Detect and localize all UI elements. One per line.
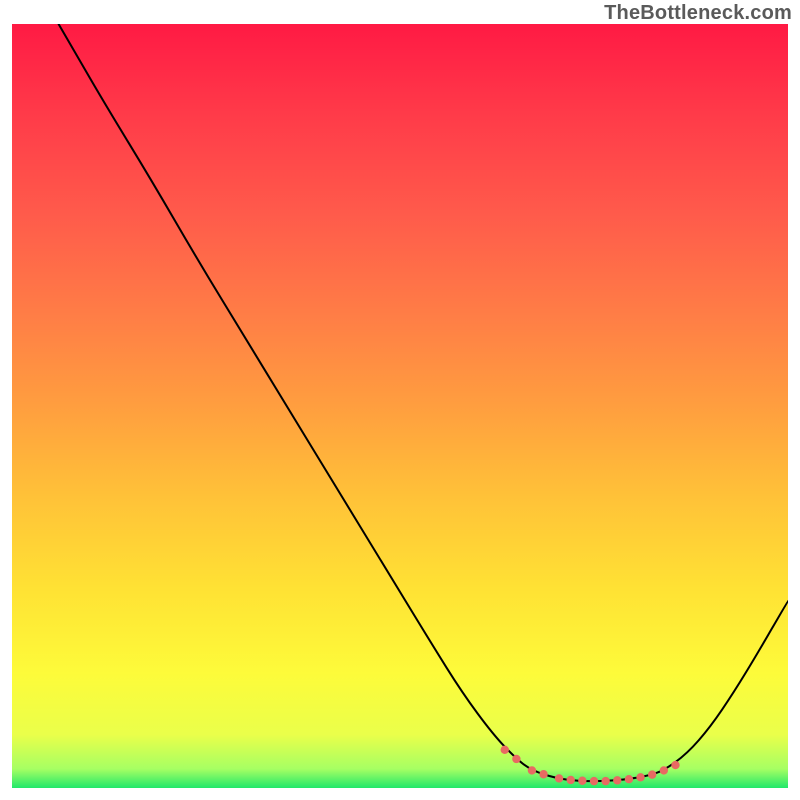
- marker-dot: [671, 761, 679, 769]
- chart-plot-area: [12, 24, 788, 788]
- marker-dot: [590, 777, 598, 785]
- marker-dot: [660, 766, 668, 774]
- marker-dot: [501, 746, 509, 754]
- marker-dot: [567, 776, 575, 784]
- marker-dot: [539, 770, 547, 778]
- gradient-background: [12, 24, 788, 788]
- marker-dot: [613, 776, 621, 784]
- watermark-text: TheBottleneck.com: [604, 2, 792, 25]
- bottleneck-chart-svg: [12, 24, 788, 788]
- marker-dot: [578, 777, 586, 785]
- marker-dot: [601, 777, 609, 785]
- marker-dot: [648, 770, 656, 778]
- marker-dot: [512, 755, 520, 763]
- marker-dot: [636, 773, 644, 781]
- marker-dot: [528, 766, 536, 774]
- marker-dot: [555, 774, 563, 782]
- marker-dot: [625, 775, 633, 783]
